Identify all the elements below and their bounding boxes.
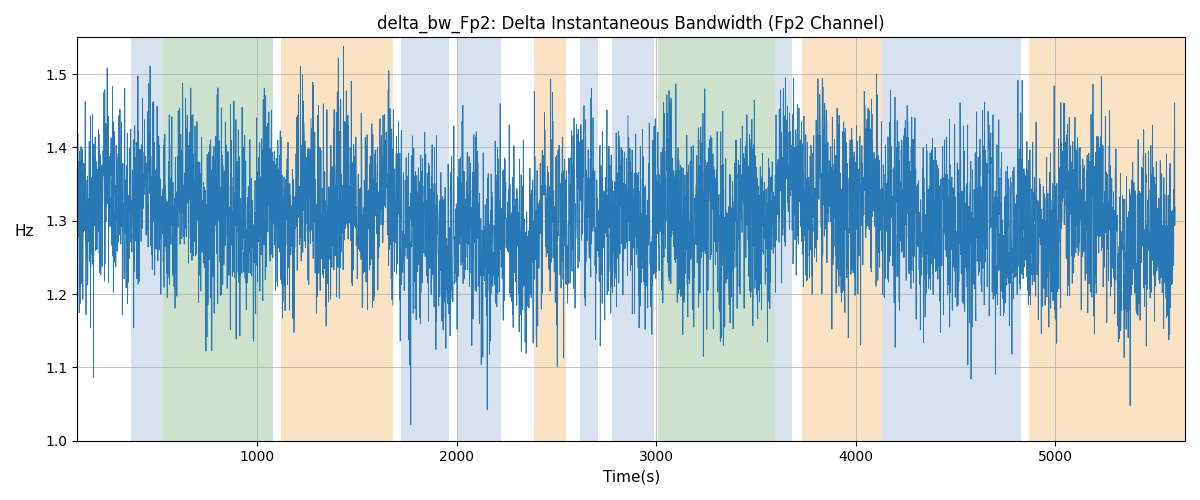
Bar [281,38,392,440]
Bar [456,38,500,440]
Bar [658,38,774,440]
Bar [131,38,163,440]
Bar [774,38,792,440]
Y-axis label: Hz: Hz [14,224,35,239]
Bar [802,38,882,440]
Bar [882,38,1021,440]
Title: delta_bw_Fp2: Delta Instantaneous Bandwidth (Fp2 Channel): delta_bw_Fp2: Delta Instantaneous Bandwi… [378,15,886,34]
Bar [534,38,566,440]
Bar [401,38,449,440]
Bar [1030,38,1184,440]
Bar [163,38,274,440]
X-axis label: Time(s): Time(s) [602,470,660,485]
Bar [612,38,654,440]
Bar [581,38,599,440]
